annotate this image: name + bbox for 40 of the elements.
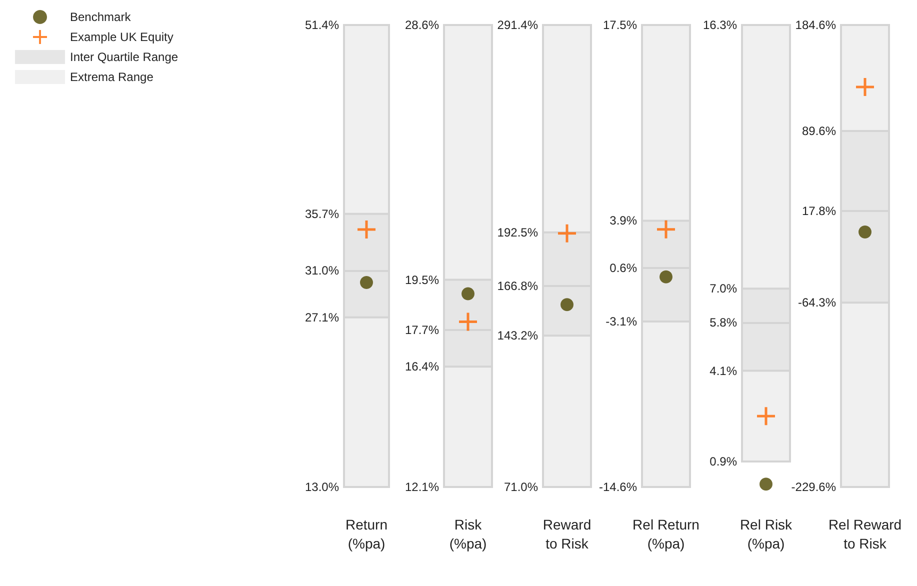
y-tick-label: 4.1% bbox=[710, 364, 738, 378]
y-tick-label: -229.6% bbox=[791, 480, 836, 494]
x-tick-label: Risk (%pa) bbox=[449, 516, 487, 552]
y-tick-label: 17.5% bbox=[602, 18, 638, 32]
x-tick-label: Reward to Risk bbox=[542, 516, 592, 552]
y-tick-label: 17.7% bbox=[404, 323, 440, 338]
y-tick-label: 71.0% bbox=[504, 480, 538, 494]
x-tick-label: Rel Reward to Risk bbox=[828, 516, 902, 552]
y-tick-label: 35.7% bbox=[304, 206, 340, 221]
x-tick-label: Rel Risk (%pa) bbox=[740, 516, 794, 552]
y-tick-label: 27.1% bbox=[304, 310, 340, 324]
y-tick-label: 16.3% bbox=[702, 18, 738, 32]
y-tick-label: 184.6% bbox=[795, 18, 836, 32]
y-tick-label: -14.6% bbox=[598, 480, 638, 494]
y-tick-label: 28.6% bbox=[404, 18, 440, 32]
y-tick-label: 89.6% bbox=[802, 124, 836, 138]
y-tick-label: 0.9% bbox=[710, 454, 738, 468]
y-tick-label: 7.0% bbox=[710, 282, 738, 296]
legend-label: Inter Quartile Range bbox=[70, 50, 178, 64]
x-tick-label: Rel Return (%pa) bbox=[632, 516, 700, 552]
legend-label: Example UK Equity bbox=[70, 30, 174, 44]
y-tick-label: -3.1% bbox=[606, 314, 638, 328]
y-tick-label: 31.0% bbox=[304, 263, 340, 278]
y-tick-label: 19.5% bbox=[404, 272, 440, 287]
legend-label: Benchmark bbox=[70, 10, 132, 24]
y-tick-label: 13.0% bbox=[304, 480, 340, 494]
y-tick-label: 0.6% bbox=[610, 261, 638, 276]
y-tick-label: 5.8% bbox=[710, 316, 738, 330]
y-tick-label: -64.3% bbox=[798, 296, 836, 310]
y-tick-label: 3.9% bbox=[610, 214, 638, 228]
y-tick-label: 16.4% bbox=[404, 360, 440, 374]
y-tick-label: 192.5% bbox=[497, 225, 538, 240]
y-tick-label: 291.4% bbox=[497, 18, 538, 32]
y-tick-label: 51.4% bbox=[304, 18, 340, 32]
y-tick-label: 17.8% bbox=[802, 204, 836, 218]
y-tick-label: 143.2% bbox=[497, 328, 538, 343]
y-tick-label: 12.1% bbox=[404, 480, 440, 494]
legend-label: Extrema Range bbox=[70, 70, 154, 84]
y-tick-label: 166.8% bbox=[497, 279, 538, 294]
x-tick-label: Return (%pa) bbox=[345, 516, 388, 552]
